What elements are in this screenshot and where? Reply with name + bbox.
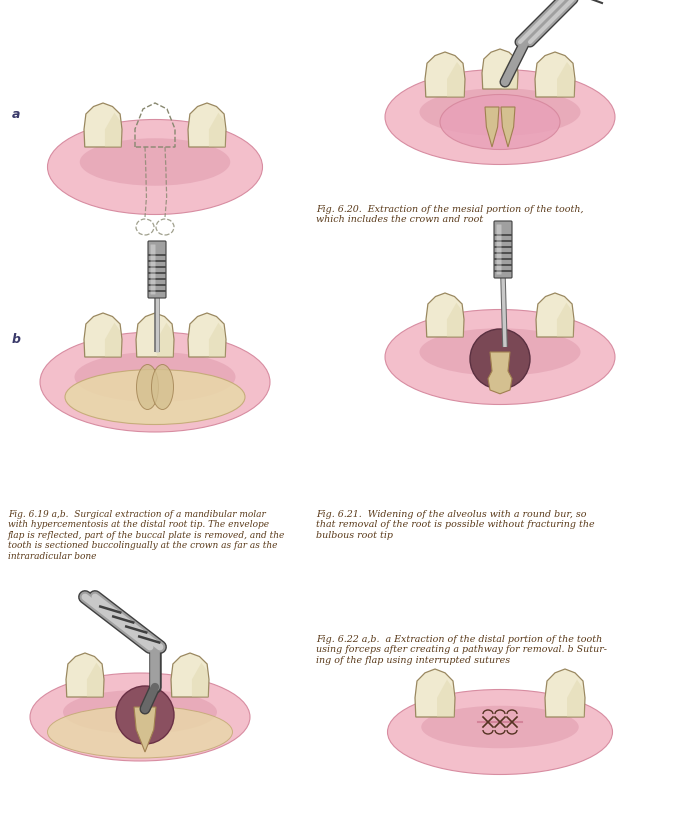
Polygon shape [171, 653, 209, 697]
Polygon shape [188, 313, 226, 357]
Text: Fig. 6.21.  Widening of the alveolus with a round bur, so
that removal of the ro: Fig. 6.21. Widening of the alveolus with… [316, 509, 594, 539]
Ellipse shape [388, 690, 613, 775]
Polygon shape [415, 669, 455, 717]
Text: b: b [12, 332, 21, 346]
Polygon shape [105, 113, 121, 148]
Polygon shape [426, 294, 464, 337]
Ellipse shape [65, 370, 245, 425]
Ellipse shape [440, 95, 560, 151]
Ellipse shape [420, 89, 581, 136]
Polygon shape [557, 304, 573, 337]
Polygon shape [501, 108, 515, 148]
Ellipse shape [470, 330, 530, 390]
Polygon shape [105, 323, 121, 357]
Polygon shape [488, 352, 512, 394]
Polygon shape [192, 663, 208, 697]
Polygon shape [209, 113, 225, 148]
Ellipse shape [75, 352, 235, 403]
Ellipse shape [385, 70, 615, 165]
Text: Fig. 6.20.  Extraction of the mesial portion of the tooth,
which includes the cr: Fig. 6.20. Extraction of the mesial port… [316, 205, 583, 224]
Polygon shape [447, 63, 464, 98]
Polygon shape [447, 304, 463, 337]
Ellipse shape [30, 673, 250, 761]
Polygon shape [437, 680, 454, 717]
Polygon shape [87, 663, 103, 697]
Ellipse shape [421, 706, 579, 748]
Polygon shape [536, 294, 574, 337]
Text: Fig. 6.22 a,b.  a Extraction of the distal portion of the tooth
using forceps af: Fig. 6.22 a,b. a Extraction of the dista… [316, 634, 607, 664]
Polygon shape [567, 680, 584, 717]
Ellipse shape [137, 365, 158, 410]
Ellipse shape [420, 329, 581, 376]
Polygon shape [157, 323, 173, 357]
FancyBboxPatch shape [148, 241, 166, 299]
Ellipse shape [48, 706, 233, 758]
Polygon shape [557, 63, 574, 98]
Text: Fig. 6.19 a,b.  Surgical extraction of a mandibular molar
with hypercementosis a: Fig. 6.19 a,b. Surgical extraction of a … [8, 509, 286, 560]
Polygon shape [84, 313, 122, 357]
Polygon shape [482, 50, 518, 90]
Polygon shape [84, 104, 122, 148]
FancyBboxPatch shape [496, 225, 502, 275]
Ellipse shape [152, 365, 173, 410]
Ellipse shape [385, 310, 615, 405]
Ellipse shape [63, 691, 217, 734]
Ellipse shape [80, 139, 231, 187]
Polygon shape [545, 669, 585, 717]
Polygon shape [425, 53, 465, 98]
Text: a: a [12, 108, 20, 121]
Polygon shape [134, 707, 156, 752]
Polygon shape [502, 59, 517, 90]
FancyBboxPatch shape [150, 245, 156, 295]
FancyBboxPatch shape [494, 222, 512, 279]
Polygon shape [209, 323, 225, 357]
Polygon shape [535, 53, 575, 98]
Polygon shape [188, 104, 226, 148]
Polygon shape [66, 653, 104, 697]
Ellipse shape [40, 332, 270, 433]
Ellipse shape [48, 121, 262, 215]
Ellipse shape [116, 686, 174, 744]
Polygon shape [485, 108, 499, 148]
Polygon shape [136, 313, 174, 357]
